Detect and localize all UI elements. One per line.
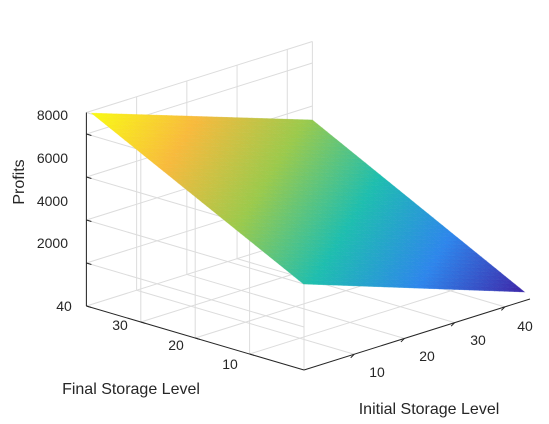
y-tick-label: 20: [168, 337, 184, 353]
z-tick-label: 4000: [37, 193, 68, 209]
y-tick-mark: [249, 353, 255, 356]
z-tick-mark: [86, 262, 92, 265]
surface-plot: [90, 112, 526, 293]
z-tick-label: 8000: [37, 107, 68, 123]
x-tick-mark: [450, 322, 456, 327]
x-tick-label: 10: [369, 364, 385, 380]
z-axis-label: Profits: [11, 159, 28, 204]
y-tick-label: 30: [112, 317, 128, 333]
x-tick-label: 20: [419, 348, 435, 364]
x-ticks: 10 20 30 40: [369, 318, 533, 380]
y-tick-mark: [140, 321, 146, 324]
x-axis-line: [303, 298, 531, 371]
x-tick-mark: [400, 338, 405, 343]
grid-line: [86, 41, 313, 113]
y-tick-mark: [86, 305, 92, 308]
x-axis-label: Initial Storage Level: [359, 401, 500, 418]
z-tick-label: 2000: [37, 235, 68, 251]
x-tick-mark: [350, 353, 355, 359]
z-tick-mark: [86, 176, 92, 179]
y-tick-label: 10: [222, 356, 238, 372]
axes-lines: [85, 112, 531, 371]
z-tick-mark: [86, 133, 92, 136]
x-tick-label: 40: [517, 318, 533, 334]
y-tick-mark: [195, 337, 200, 340]
surface-patch: [513, 287, 526, 293]
x-tick-mark: [501, 306, 506, 311]
y-axis-label: Final Storage Level: [62, 381, 200, 398]
x-tick-label: 30: [470, 332, 486, 348]
z-tick-label: 6000: [37, 150, 68, 166]
y-ticks: 40 30 20 10: [56, 298, 238, 372]
grid-line: [249, 282, 476, 355]
y-tick-label: 40: [56, 298, 72, 314]
z-tick-mark: [86, 219, 92, 222]
z-ticks: 8000 6000 4000 2000: [37, 107, 68, 251]
